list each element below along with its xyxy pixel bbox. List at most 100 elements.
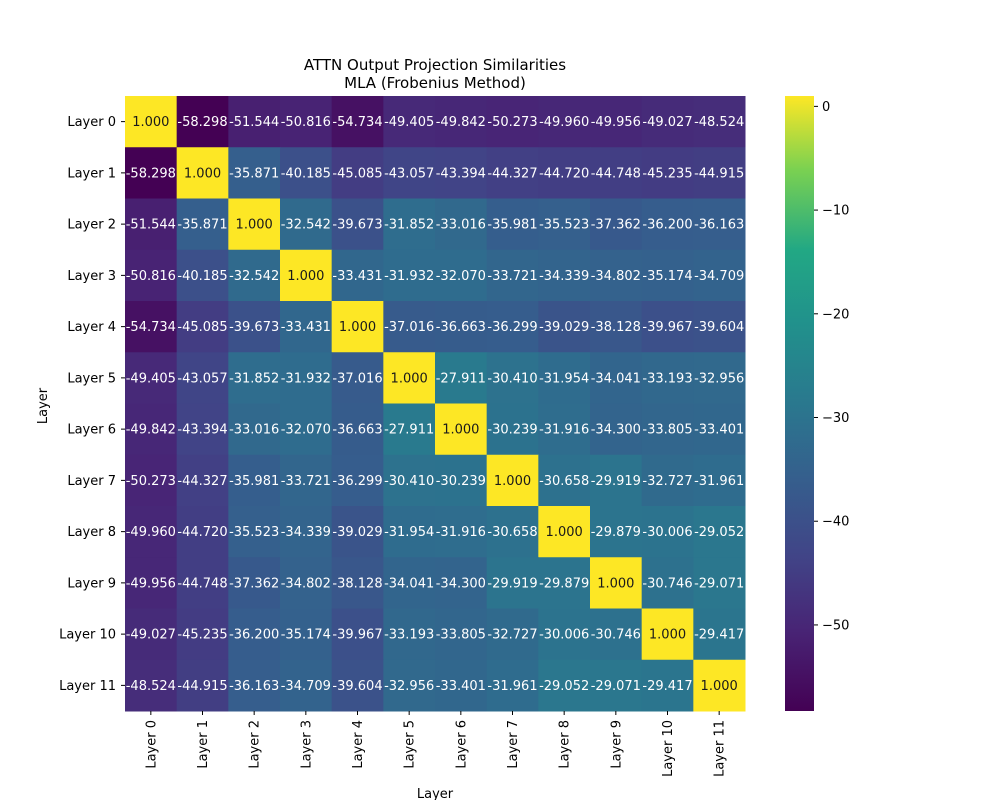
cell-value-label: -30.658 (487, 525, 537, 540)
cell-value-label: -35.174 (642, 269, 692, 284)
cell-value-label: -48.524 (126, 679, 176, 694)
heatmap-cell (176, 96, 229, 148)
heatmap-cell (486, 352, 539, 404)
cell-value-label: -29.052 (539, 679, 589, 694)
cell-value-label: -49.842 (126, 423, 176, 438)
cell-value-label: -31.932 (281, 371, 331, 386)
heatmap-cell (641, 557, 694, 609)
cell-value-label: -27.911 (384, 423, 434, 438)
cell-value-label: -34.709 (694, 269, 744, 284)
cell-value-label: -49.960 (539, 115, 589, 130)
heatmap-cell (176, 659, 229, 712)
heatmap-cell (486, 506, 539, 558)
heatmap-cell (538, 506, 591, 558)
heatmap-cell (125, 96, 178, 148)
cell-value-label: 1.000 (494, 474, 531, 489)
x-tick-label: Layer 11 (713, 720, 728, 777)
y-tick-label: Layer 4 (67, 320, 116, 335)
cell-value-label: -37.016 (332, 371, 382, 386)
cell-value-label: -50.273 (126, 474, 176, 489)
heatmap-cell (125, 454, 178, 507)
heatmap-cell (228, 96, 281, 148)
heatmap-cell (693, 403, 746, 456)
x-tick-label: Layer 2 (248, 720, 263, 769)
cell-value-label: -40.185 (281, 166, 331, 181)
cell-value-label: -35.871 (177, 218, 227, 233)
x-tick-label: Layer 0 (144, 720, 159, 769)
colorbar-ticks: 0 −10 −20 −30 −40 −50 (814, 100, 849, 633)
cell-value-label: -31.916 (436, 525, 486, 540)
heatmap-cell (538, 147, 591, 199)
cell-value-label: -34.041 (384, 576, 434, 591)
y-tick-label: Layer 5 (67, 371, 116, 386)
heatmap-cell (383, 198, 436, 251)
heatmap-cell (435, 608, 488, 661)
cell-value-label: -39.673 (332, 218, 382, 233)
y-tick-label: Layer 2 (67, 218, 116, 233)
heatmap-cell (331, 403, 384, 456)
y-axis-label: Layer (36, 387, 51, 424)
heatmap-cell (228, 506, 281, 558)
cell-value-label: -48.524 (694, 115, 744, 130)
heatmap-cell (125, 608, 178, 661)
heatmap-cell (693, 249, 746, 302)
heatmap-cell (538, 249, 591, 302)
cell-value-label: -45.235 (642, 166, 692, 181)
heatmap-cell (280, 147, 333, 199)
cell-value-label: -34.339 (539, 269, 589, 284)
heatmap-cell (486, 147, 539, 199)
x-axis-label: Layer (417, 787, 454, 800)
cell-value-label: -45.085 (177, 320, 227, 335)
cell-value-label: -38.128 (332, 576, 382, 591)
cell-value-label: 1.000 (132, 115, 169, 130)
heatmap-cell (280, 659, 333, 712)
cell-value-label: -33.193 (384, 628, 434, 643)
heatmap-cell (693, 352, 746, 404)
cell-value-label: -34.339 (281, 525, 331, 540)
cell-value-label: -31.932 (384, 269, 434, 284)
heatmap-cell (435, 403, 488, 456)
cell-value-label: -31.954 (539, 371, 589, 386)
heatmap-cell (125, 249, 178, 302)
colorbar-tick-label: −10 (822, 204, 849, 219)
heatmap-cell (331, 506, 384, 558)
y-tick-label: Layer 8 (67, 525, 116, 540)
cell-value-label: -37.016 (384, 320, 434, 335)
x-tick-label: Layer 1 (196, 720, 211, 769)
cell-value-label: 1.000 (236, 218, 273, 233)
cell-value-label: -30.006 (642, 525, 692, 540)
cell-value-label: -39.967 (642, 320, 692, 335)
heatmap-cell (435, 352, 488, 404)
cell-value-label: -35.981 (229, 474, 279, 489)
cell-value-label: -49.956 (591, 115, 641, 130)
cell-value-label: -49.027 (126, 628, 176, 643)
cell-value-label: -43.394 (436, 166, 486, 181)
heatmap-cell (228, 352, 281, 404)
cell-value-label: -35.523 (539, 218, 589, 233)
heatmap-cell (383, 96, 436, 148)
cell-value-label: -43.394 (177, 423, 227, 438)
cell-value-label: -38.128 (591, 320, 641, 335)
heatmap-cell (280, 557, 333, 609)
heatmap-cell (125, 506, 178, 558)
heatmap-cell (125, 403, 178, 456)
heatmap-cell (641, 301, 694, 353)
cell-value-label: -36.163 (694, 218, 744, 233)
cell-value-label: -34.802 (591, 269, 641, 284)
cell-value-label: 1.000 (546, 525, 583, 540)
heatmap-cell (590, 454, 643, 507)
cell-value-label: -34.802 (281, 576, 331, 591)
cell-value-label: -36.163 (229, 679, 279, 694)
cell-value-label: -44.720 (177, 525, 227, 540)
y-tick-label: Layer 11 (59, 679, 116, 694)
heatmap-cell (538, 198, 591, 251)
heatmap-cell (280, 198, 333, 251)
heatmap-cell (538, 403, 591, 456)
heatmap-cell (228, 301, 281, 353)
heatmap-cell (331, 147, 384, 199)
heatmap-cell (538, 454, 591, 507)
cell-value-label: 1.000 (184, 166, 221, 181)
colorbar-tick-label: −40 (822, 515, 849, 530)
cell-value-label: -39.029 (539, 320, 589, 335)
heatmap-cell (383, 659, 436, 712)
